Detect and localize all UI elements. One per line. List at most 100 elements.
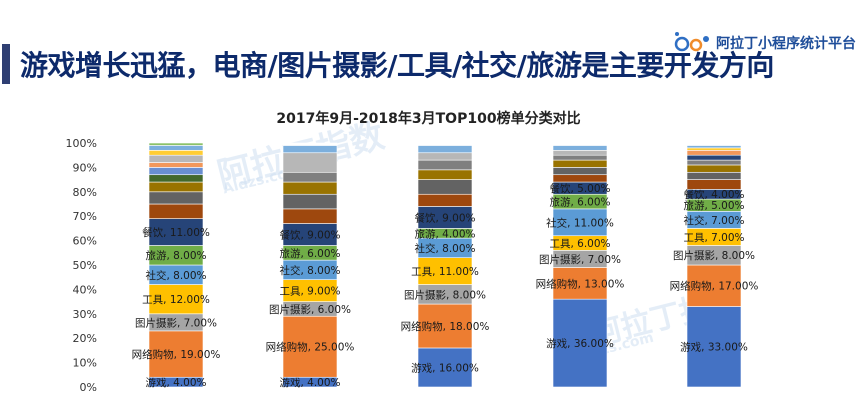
- bar-segment: [148, 218, 204, 246]
- data-label: 餐饮, 11.00%: [142, 226, 210, 239]
- bar-segment: [552, 159, 608, 168]
- data-label: 餐饮, 9.00%: [414, 211, 475, 224]
- bar-segment: [148, 142, 204, 146]
- bar-segment: [148, 150, 204, 156]
- y-tick-label: 60%: [73, 235, 97, 248]
- data-label: 旅游, 5.00%: [683, 199, 744, 212]
- data-label: 工具, 12.00%: [142, 294, 210, 306]
- bar-segment: [552, 174, 608, 183]
- data-label: 旅游, 4.00%: [414, 227, 475, 240]
- bar-segment: [417, 145, 473, 154]
- data-label: 社交, 8.00%: [414, 242, 475, 255]
- brand-logo: 阿拉丁小程序统计平台: [672, 30, 856, 56]
- data-label: 图片摄影, 8.00%: [404, 288, 486, 301]
- data-label: 旅游, 8.00%: [145, 249, 206, 262]
- y-tick-label: 30%: [73, 308, 97, 321]
- data-label: 工具, 6.00%: [549, 238, 610, 250]
- bar-segment: [686, 179, 742, 190]
- bar-segment: [686, 264, 742, 307]
- data-label: 社交, 8.00%: [145, 269, 206, 282]
- data-label: 网络购物, 17.00%: [670, 280, 759, 293]
- bar-segment: [148, 284, 204, 315]
- bar-segment: [417, 159, 473, 171]
- y-tick-label: 20%: [73, 332, 97, 345]
- y-tick-label: 80%: [73, 186, 97, 199]
- data-label: 餐饮, 5.00%: [549, 182, 610, 195]
- bar-segment: [686, 150, 742, 156]
- bar-segment: [686, 147, 742, 151]
- bar-segment: [686, 159, 742, 166]
- y-tick-label: 0%: [80, 381, 97, 394]
- data-label: 图片摄影, 8.00%: [673, 249, 755, 262]
- data-label: 游戏, 16.00%: [411, 361, 479, 374]
- bar-segment: [282, 171, 338, 183]
- data-label: 图片摄影, 7.00%: [135, 316, 217, 329]
- data-label: 图片摄影, 7.00%: [539, 253, 621, 266]
- bar-segment: [282, 145, 338, 154]
- bar-segment: [417, 142, 473, 146]
- bar-segment: [552, 154, 608, 161]
- bar-segment: [148, 145, 204, 151]
- y-tick-label: 70%: [73, 210, 97, 223]
- bar-segment: [148, 167, 204, 176]
- bar-segment: [148, 191, 204, 205]
- data-label: 社交, 7.00%: [683, 214, 744, 227]
- y-tick-label: 90%: [73, 161, 97, 174]
- data-label: 社交, 11.00%: [546, 216, 614, 229]
- data-label: 游戏, 33.00%: [680, 341, 748, 354]
- y-tick-label: 40%: [73, 283, 97, 296]
- bar-segment: [148, 154, 204, 163]
- data-label: 网络购物, 19.00%: [132, 348, 221, 361]
- data-label: 工具, 7.00%: [683, 232, 744, 244]
- bar-segment: [148, 162, 204, 168]
- bar-segment: [148, 181, 204, 193]
- data-label: 游戏, 4.00%: [279, 376, 340, 389]
- data-label: 工具, 11.00%: [411, 266, 479, 278]
- brand-name: 阿拉丁小程序统计平台: [716, 36, 856, 52]
- bar-segment: [686, 154, 742, 161]
- data-label: 旅游, 6.00%: [279, 247, 340, 260]
- bar-segment: [686, 142, 742, 146]
- bar-segment: [148, 203, 204, 219]
- y-tick-label: 100%: [66, 137, 97, 150]
- bar-segment: [417, 152, 473, 161]
- bar-segment: [552, 208, 608, 237]
- data-label: 网络购物, 13.00%: [536, 277, 625, 290]
- bar-segment: [148, 174, 204, 183]
- y-tick-label: 10%: [73, 357, 97, 370]
- bar-segment: [552, 267, 608, 300]
- data-label: 网络购物, 18.00%: [401, 320, 490, 333]
- y-tick-label: 50%: [73, 259, 97, 272]
- bar-segment: [282, 193, 338, 210]
- bar-segment: [686, 164, 742, 173]
- data-label: 餐饮, 4.00%: [683, 188, 744, 201]
- chart-title: 2017年9月-2018年3月TOP100榜单分类对比: [276, 111, 581, 127]
- bar-segment: [552, 150, 608, 156]
- data-label: 工具, 9.00%: [279, 286, 340, 298]
- bar-segment: [417, 193, 473, 207]
- bar-segment: [552, 298, 608, 388]
- title-accent-bar: [2, 44, 10, 84]
- bar-segment: [686, 306, 742, 388]
- brand-mark-icon: [674, 32, 709, 52]
- bar-segment: [686, 145, 742, 149]
- data-label: 旅游, 6.00%: [549, 196, 610, 209]
- bar-segment: [282, 142, 338, 146]
- data-label: 游戏, 36.00%: [546, 337, 614, 350]
- bar-segment: [686, 171, 742, 180]
- bar-segment: [282, 208, 338, 224]
- bar-segment: [552, 142, 608, 146]
- bar-segment: [417, 257, 473, 285]
- bar-segment: [282, 152, 338, 173]
- data-label: 图片摄影, 6.00%: [269, 303, 351, 316]
- data-label: 社交, 8.00%: [279, 264, 340, 277]
- bar-segment: [282, 315, 338, 378]
- bar-segment: [417, 347, 473, 388]
- bar-segment: [282, 181, 338, 195]
- bar-segment: [417, 169, 473, 180]
- bar-segment: [552, 145, 608, 151]
- page-title: 游戏增长迅猛，电商/图片摄影/工具/社交/旅游是主要开发方向: [20, 49, 774, 82]
- bar-segment: [417, 303, 473, 349]
- data-label: 网络购物, 25.00%: [266, 341, 355, 354]
